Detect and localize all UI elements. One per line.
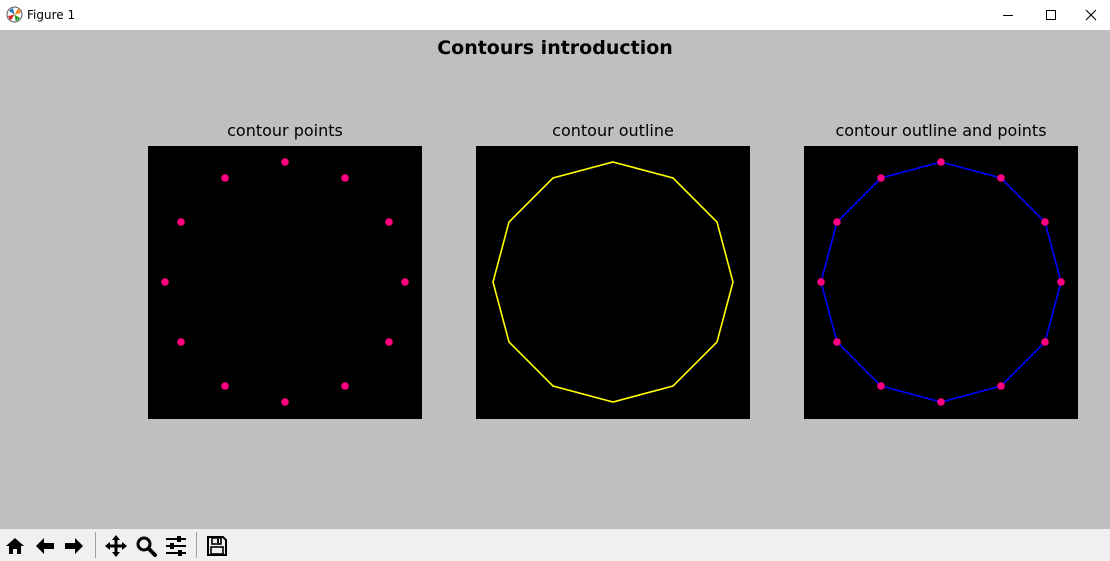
floppy-icon: [207, 536, 227, 556]
contour-outline-line: [820, 161, 1062, 403]
arrow-right-icon: [65, 538, 83, 554]
configure-subplots-button[interactable]: [163, 532, 189, 560]
home-button[interactable]: [2, 532, 28, 560]
window-title: Figure 1: [27, 8, 76, 22]
move-icon: [105, 535, 127, 557]
zoom-button[interactable]: [133, 532, 159, 560]
contour-point-9: [817, 278, 825, 286]
contour-point-1: [341, 174, 349, 182]
contour-point-4: [1041, 338, 1049, 346]
contour-point-0: [937, 158, 945, 166]
plot-contour-outline-and-points: [817, 158, 1065, 406]
contour-point-7: [877, 382, 885, 390]
arrow-left-icon: [36, 538, 54, 554]
contour-point-7: [221, 382, 229, 390]
axes-contour-outline-and-points[interactable]: [804, 146, 1078, 419]
contour-point-6: [937, 398, 945, 406]
contour-point-8: [177, 338, 185, 346]
matplotlib-icon: [6, 6, 23, 23]
contour-point-3: [401, 278, 409, 286]
maximize-button[interactable]: [1028, 0, 1074, 30]
minimize-icon: [1003, 15, 1013, 16]
contour-point-9: [161, 278, 169, 286]
contour-point-2: [385, 218, 393, 226]
contour-point-5: [997, 382, 1005, 390]
close-button[interactable]: [1072, 0, 1110, 30]
title-bar[interactable]: Figure 1: [0, 0, 1110, 30]
maximize-icon: [1046, 10, 1056, 20]
contour-point-3: [1057, 278, 1065, 286]
axes-contour-outline[interactable]: [476, 146, 750, 419]
figure-suptitle: Contours introduction: [437, 37, 673, 59]
close-icon: [1085, 9, 1097, 21]
contour-outline-line: [492, 161, 734, 403]
forward-button[interactable]: [61, 532, 87, 560]
axes-contour-points[interactable]: [148, 146, 422, 419]
save-button[interactable]: [204, 532, 230, 560]
contour-point-4: [385, 338, 393, 346]
minimize-button[interactable]: [985, 0, 1031, 30]
contour-point-10: [833, 218, 841, 226]
axes-title-contour-outline-and-points: contour outline and points: [835, 121, 1047, 140]
contour-point-0: [281, 158, 289, 166]
magnifier-icon: [136, 536, 157, 557]
home-icon: [6, 538, 24, 554]
contour-point-5: [341, 382, 349, 390]
pan-button[interactable]: [103, 532, 129, 560]
axes-title-contour-points: contour points: [227, 121, 343, 140]
contour-point-1: [997, 174, 1005, 182]
contour-point-2: [1041, 218, 1049, 226]
contour-point-10: [177, 218, 185, 226]
contour-point-11: [877, 174, 885, 182]
sliders-icon: [166, 536, 186, 556]
navigation-toolbar: [0, 529, 1110, 561]
plot-contour-points: [161, 158, 409, 406]
contour-point-8: [833, 338, 841, 346]
plot-contour-outline: [492, 161, 734, 403]
figure-canvas[interactable]: Contours introduction contour points con…: [0, 30, 1110, 529]
contour-point-6: [281, 398, 289, 406]
axes-title-contour-outline: contour outline: [552, 121, 674, 140]
toolbar-separator: [196, 532, 197, 558]
contour-point-11: [221, 174, 229, 182]
toolbar-separator: [95, 532, 96, 558]
back-button[interactable]: [32, 532, 58, 560]
